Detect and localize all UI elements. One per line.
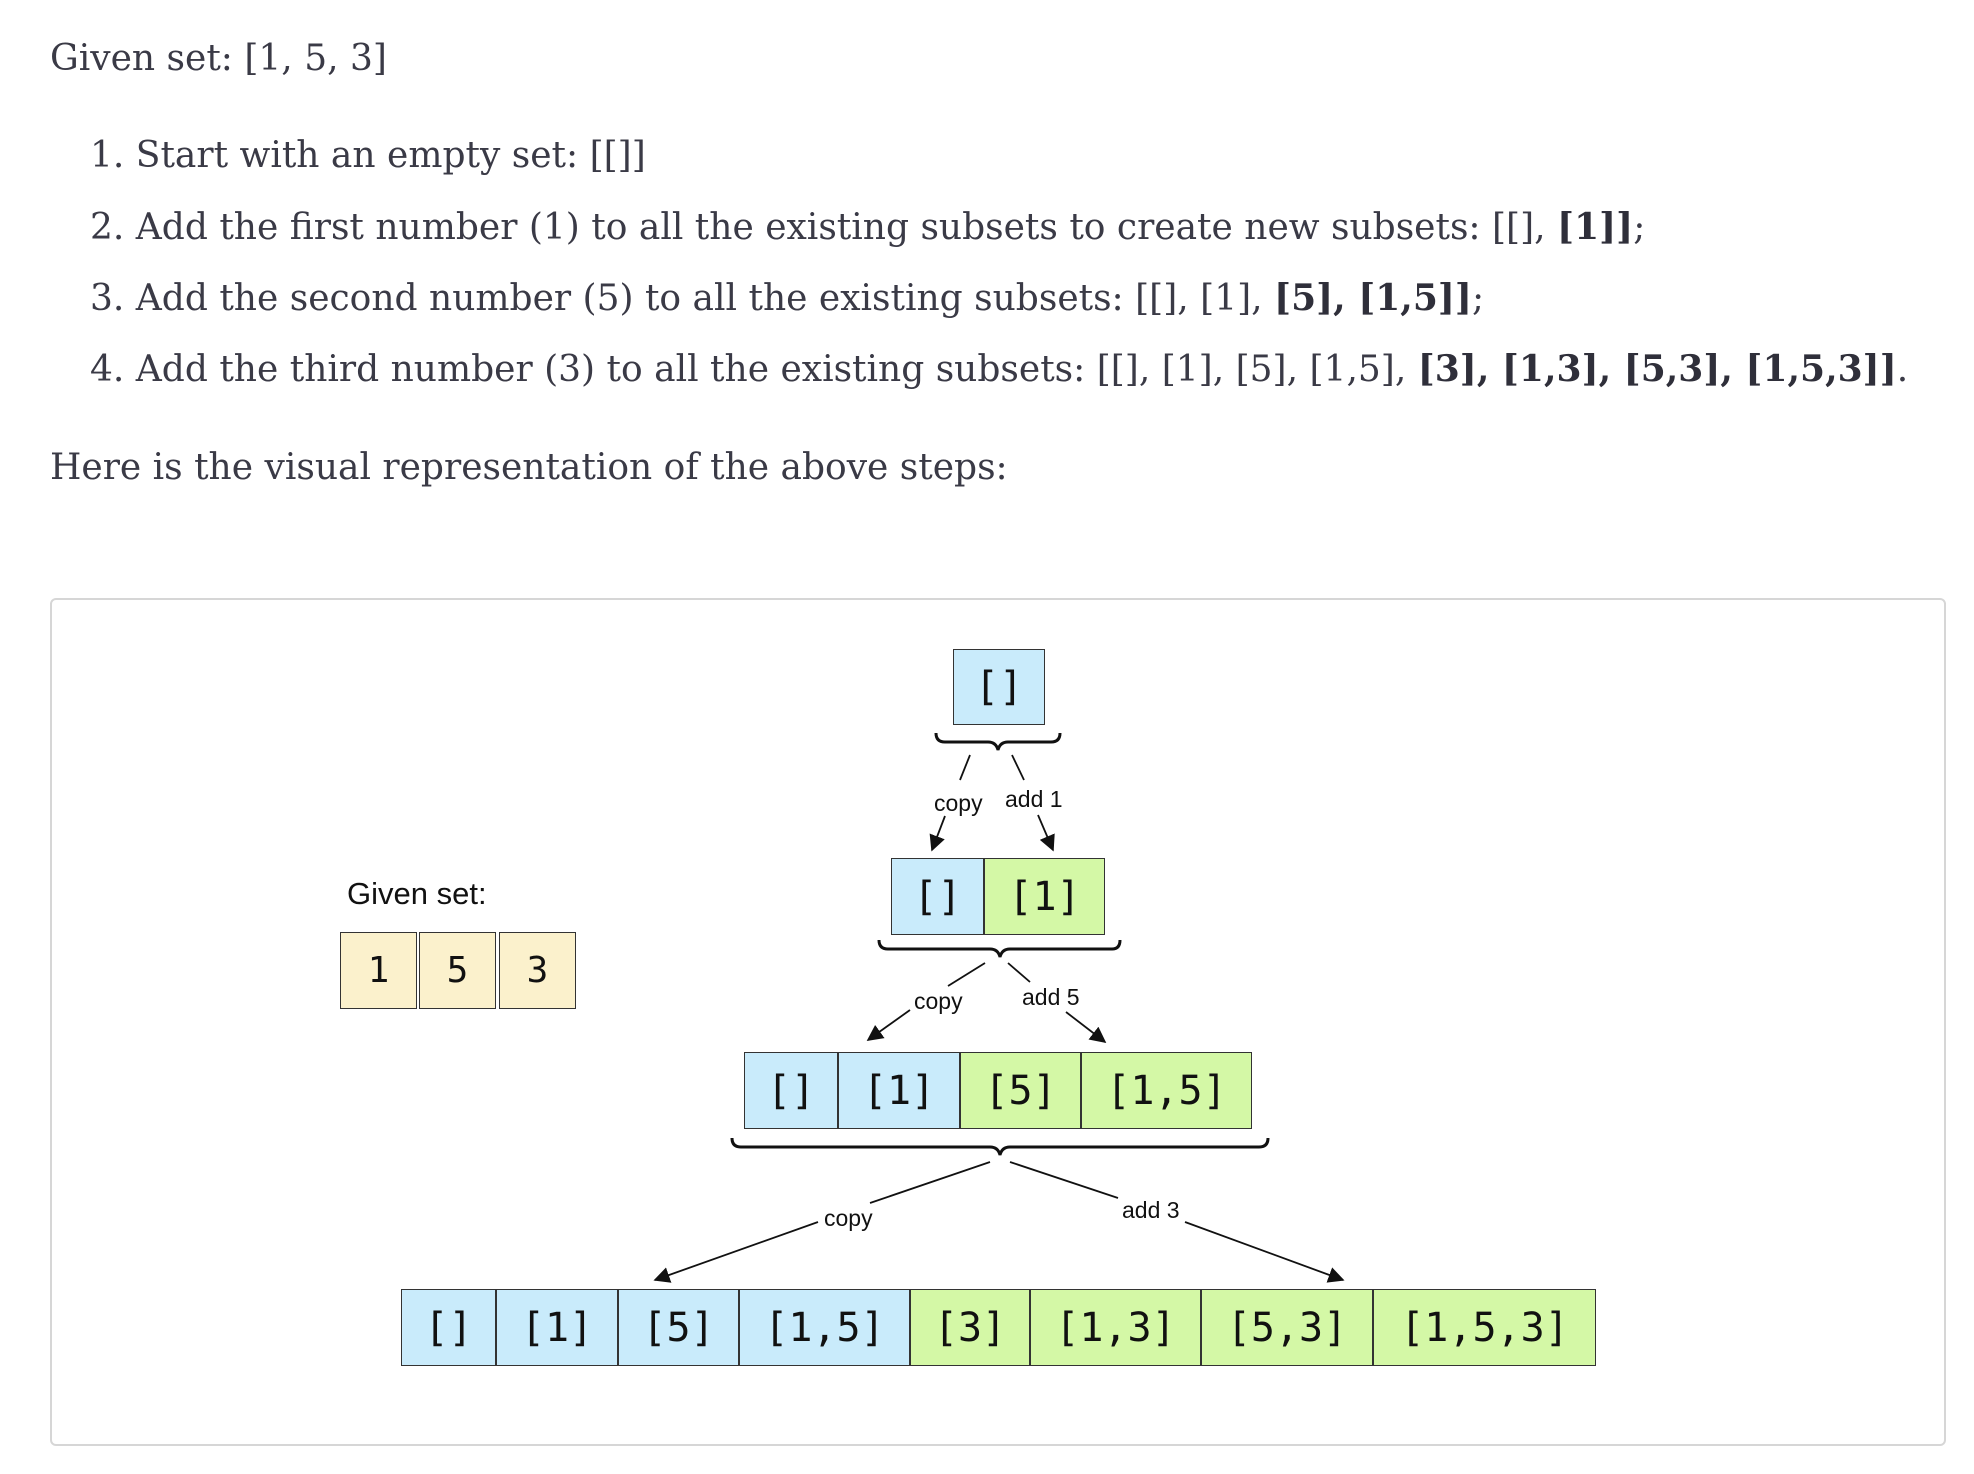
step-number: 2. <box>90 207 136 248</box>
subset-cell-level3: [1,5] <box>739 1289 910 1366</box>
subset-cell-level3: [1] <box>496 1289 618 1366</box>
subset-cell-level1: [1] <box>984 858 1105 935</box>
step-number: 3. <box>90 278 136 319</box>
subset-cell-level1: [] <box>891 858 984 935</box>
subset-cell-level3: [1,3] <box>1030 1289 1201 1366</box>
step-item: 2. Add the first number (1) to all the e… <box>90 201 1908 272</box>
edge-label-add1: add 1 <box>1005 786 1063 812</box>
brace-level0 <box>934 732 1062 751</box>
given-set-cell: 1 <box>340 932 417 1009</box>
step-item: 3. Add the second number (5) to all the … <box>90 272 1908 343</box>
edge-label-copy2: copy <box>914 988 963 1014</box>
step-text: Add the second number (5) to all the exi… <box>135 278 1275 319</box>
edge-label-add3: add 3 <box>1122 1197 1180 1223</box>
step-bold-text: [5], [1,5]] <box>1274 277 1472 319</box>
subset-cell-level0: [] <box>953 649 1045 725</box>
edge-copy1-upper <box>959 754 971 781</box>
subset-cell-level2: [1] <box>838 1052 960 1129</box>
subset-cell-level3: [3] <box>910 1289 1030 1366</box>
given-set-label: Given set: <box>347 876 487 911</box>
subset-cell-level3: [5,3] <box>1201 1289 1373 1366</box>
intro-text: Given set: [1, 5, 3] <box>50 38 387 79</box>
edge-add1-upper <box>1011 754 1025 781</box>
edge-add3-lower <box>1184 1221 1345 1283</box>
subset-cell-level3: [5] <box>618 1289 739 1366</box>
step-item: 1. Start with an empty set: [[]] <box>90 130 1908 201</box>
edge-copy1-lower <box>929 815 946 852</box>
diagram-panel <box>50 598 1946 1446</box>
step-bold-text: [3], [1,3], [5,3], [1,5,3]] <box>1417 348 1897 390</box>
step-text: Add the third number (3) to all the exis… <box>135 349 1418 390</box>
given-set-cell: 5 <box>419 932 496 1009</box>
step-text: ; <box>1633 207 1646 248</box>
edge-add2-lower <box>1065 1011 1107 1043</box>
subset-cell-level3: [] <box>401 1289 496 1366</box>
edge-copy2-upper <box>947 962 986 987</box>
given-set-cell: 3 <box>499 932 576 1009</box>
edge-add1-lower <box>1037 814 1055 852</box>
step-item: 4. Add the third number (3) to all the e… <box>90 343 1908 414</box>
step-text: . <box>1896 349 1909 390</box>
step-text: Start with an empty set: [[]] <box>135 135 646 176</box>
edge-add3-upper <box>1009 1161 1119 1199</box>
subset-cell-level2: [] <box>744 1052 838 1129</box>
edge-copy3-lower <box>653 1221 819 1283</box>
edge-label-add2: add 5 <box>1022 984 1080 1010</box>
step-number: 1. <box>90 135 136 176</box>
edge-label-copy1: copy <box>934 790 983 816</box>
edge-copy2-lower <box>866 1009 911 1041</box>
step-bold-text: [1]] <box>1557 206 1634 248</box>
step-number: 4. <box>90 349 136 390</box>
steps-list: 1. Start with an empty set: [[]] 2. Add t… <box>90 130 1908 414</box>
edge-copy3-upper <box>869 1161 991 1204</box>
step-text: Add the first number (1) to all the exis… <box>135 207 1558 248</box>
brace-level2 <box>730 1137 1270 1156</box>
brace-level1 <box>877 939 1122 958</box>
edge-add2-upper <box>1007 962 1031 983</box>
outro-text: Here is the visual representation of the… <box>50 447 1008 488</box>
subset-cell-level2: [1,5] <box>1081 1052 1252 1129</box>
step-text: ; <box>1471 278 1485 319</box>
subset-cell-level2: [5] <box>960 1052 1081 1129</box>
edge-label-copy3: copy <box>824 1205 873 1231</box>
subset-cell-level3: [1,5,3] <box>1373 1289 1596 1366</box>
